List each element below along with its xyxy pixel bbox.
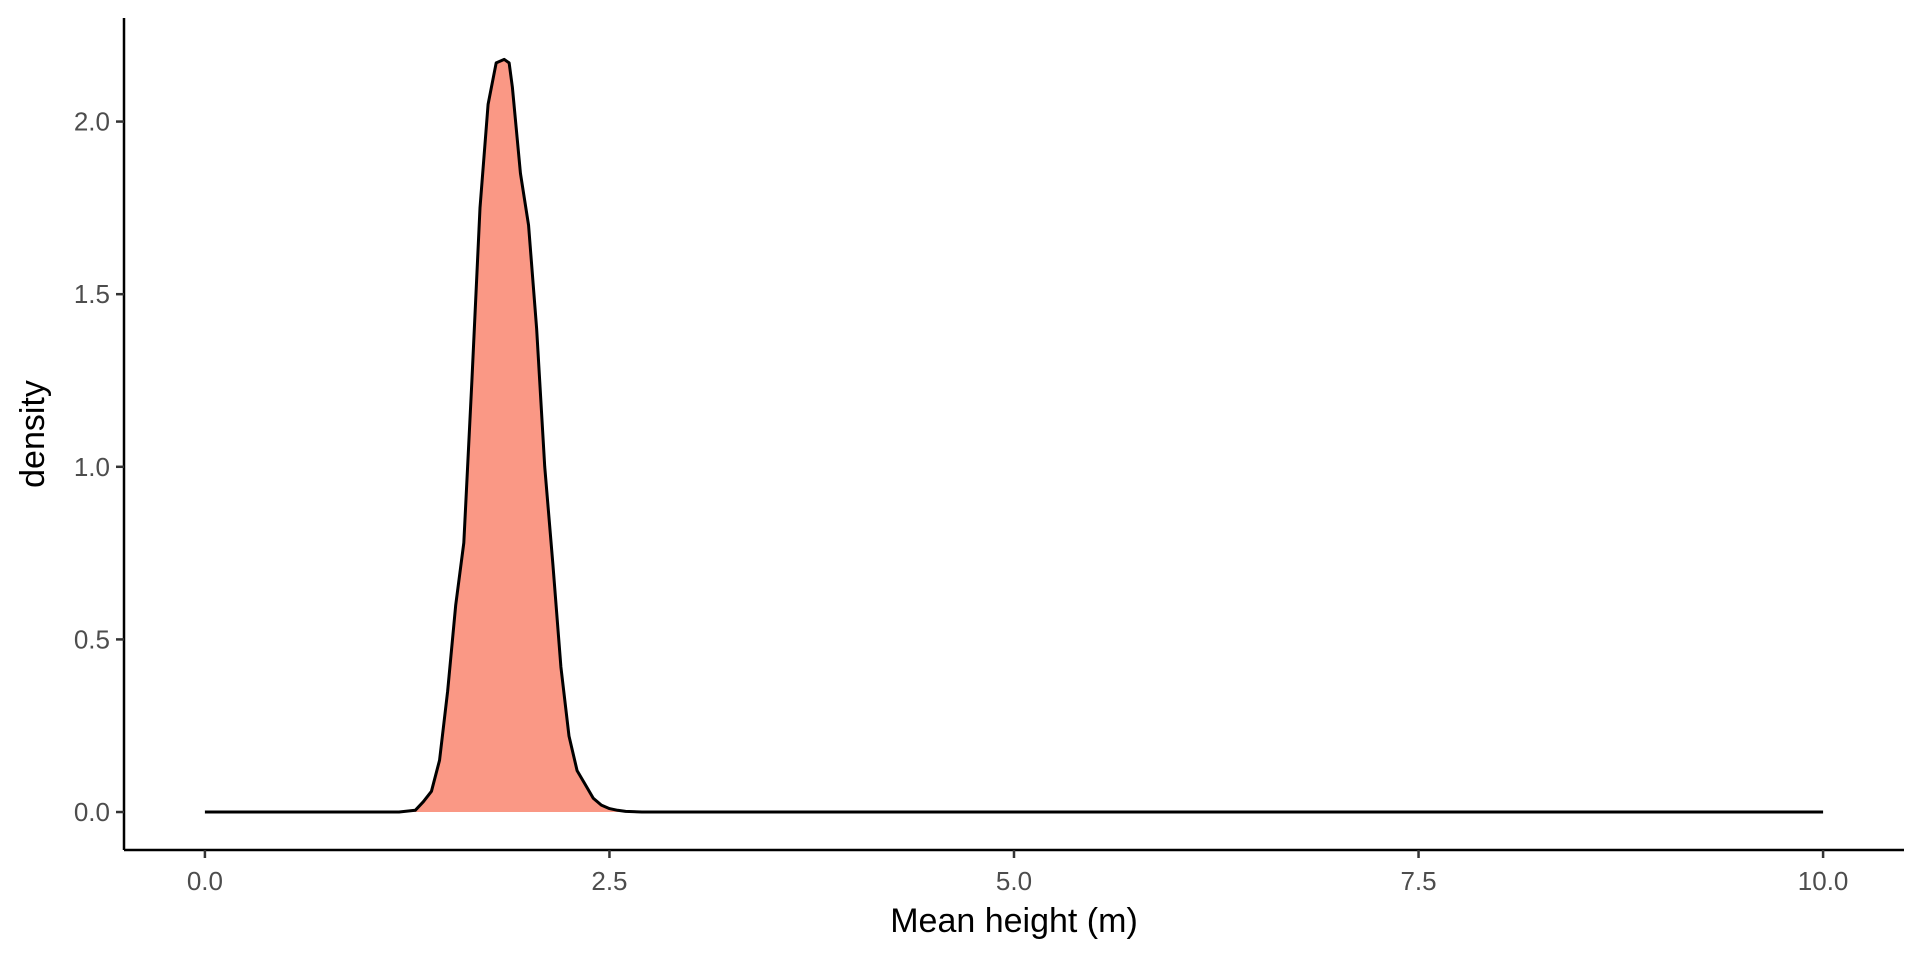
x-tick-label: 5.0 xyxy=(996,866,1032,896)
y-axis-title: density xyxy=(14,380,52,488)
y-tick-label: 2.0 xyxy=(74,107,110,137)
x-tick-label: 0.0 xyxy=(187,866,223,896)
y-tick-label: 1.5 xyxy=(74,279,110,309)
x-tick-label: 10.0 xyxy=(1798,866,1849,896)
x-axis-title: Mean height (m) xyxy=(890,902,1138,940)
y-tick-label: 0.0 xyxy=(74,797,110,827)
density-area xyxy=(204,59,1824,813)
y-axis-ticks: 0.0 0.5 1.0 1.5 2.0 xyxy=(74,107,124,827)
x-tick-label: 2.5 xyxy=(591,866,627,896)
y-tick-label: 1.0 xyxy=(74,452,110,482)
density-line xyxy=(204,57,1824,814)
y-tick-label: 0.5 xyxy=(74,624,110,654)
plot-marks xyxy=(204,57,1824,814)
x-axis-ticks: 0.0 2.5 5.0 7.5 10.0 xyxy=(187,850,1849,896)
x-tick-label: 7.5 xyxy=(1400,866,1436,896)
